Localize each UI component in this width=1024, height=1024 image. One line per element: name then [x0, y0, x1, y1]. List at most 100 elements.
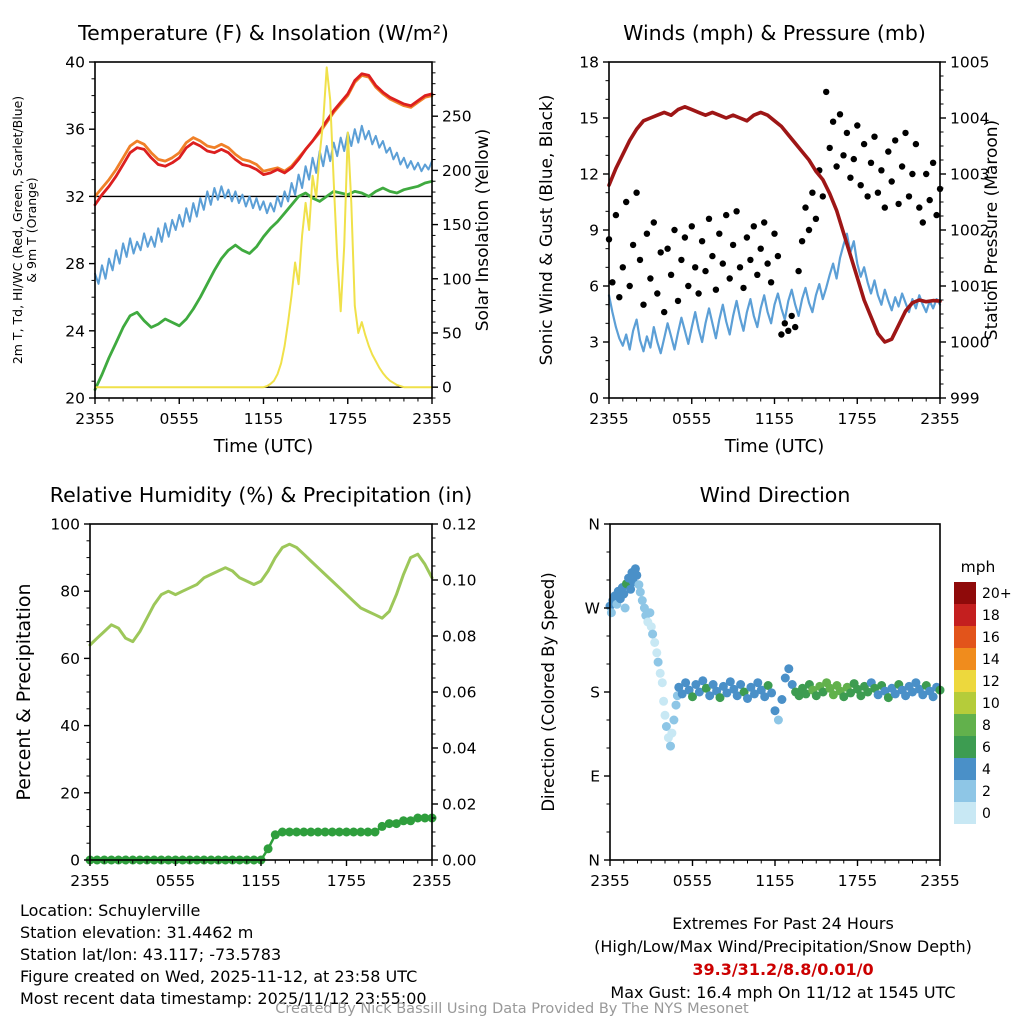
svg-text:2355: 2355 — [70, 872, 109, 890]
temperature-insolation-chart: Temperature (F) & Insolation (W/m²) 2355 0… — [10, 21, 493, 457]
svg-text:2355: 2355 — [75, 410, 114, 428]
svg-text:0.08: 0.08 — [442, 628, 477, 646]
svg-text:24: 24 — [65, 322, 85, 340]
latlon-line: Station lat/lon: 43.117; -73.5783 — [20, 945, 282, 964]
svg-text:28: 28 — [65, 255, 85, 273]
svg-text:1155: 1155 — [244, 410, 283, 428]
svg-text:S: S — [590, 684, 600, 702]
svg-text:3: 3 — [589, 334, 599, 352]
svg-text:32: 32 — [65, 188, 85, 206]
svg-text:2: 2 — [982, 784, 991, 800]
svg-text:40: 40 — [65, 54, 85, 72]
extremes-subtitle: (High/Low/Max Wind/Precipitation/Snow De… — [594, 937, 972, 956]
svg-text:2355: 2355 — [589, 410, 628, 428]
svg-text:Relative Humidity (%) & Precip: Relative Humidity (%) & Precipitation (i… — [50, 483, 472, 507]
svg-text:E: E — [590, 768, 600, 786]
figure-created-line: Figure created on Wed, 2025-11-12, at 23… — [20, 967, 418, 986]
svg-text:N: N — [588, 516, 600, 534]
svg-text:18: 18 — [982, 608, 1000, 624]
svg-text:2m T, Td, HI/WC (Red, Green, S: 2m T, Td, HI/WC (Red, Green, Scarlet/Blu… — [10, 96, 25, 364]
svg-text:1155: 1155 — [241, 872, 280, 890]
svg-text:100: 100 — [442, 270, 472, 288]
svg-text:0.12: 0.12 — [442, 516, 477, 534]
svg-text:0555: 0555 — [156, 872, 195, 890]
svg-text:Percent & Precipitation: Percent & Precipitation — [13, 583, 35, 800]
svg-text:mph: mph — [961, 558, 996, 576]
svg-text:12: 12 — [982, 674, 1000, 690]
location-line: Location: Schuylerville — [20, 901, 201, 920]
svg-text:W: W — [585, 600, 600, 618]
svg-text:0: 0 — [589, 390, 599, 408]
svg-text:999: 999 — [950, 390, 980, 408]
svg-text:1755: 1755 — [328, 410, 367, 428]
svg-text:1755: 1755 — [327, 872, 366, 890]
svg-text:14: 14 — [982, 652, 1000, 668]
extremes-summary: Extremes For Past 24 Hours (High/Low/Max… — [552, 912, 1014, 1004]
svg-text:20+: 20+ — [982, 586, 1012, 602]
svg-text:18: 18 — [579, 54, 599, 72]
svg-text:0.06: 0.06 — [442, 684, 477, 702]
svg-text:Solar Insolation (Yellow): Solar Insolation (Yellow) — [473, 129, 493, 331]
svg-text:Time (UTC): Time (UTC) — [213, 436, 314, 457]
svg-text:Time (UTC): Time (UTC) — [724, 436, 825, 457]
svg-text:36: 36 — [65, 121, 85, 139]
svg-text:0.02: 0.02 — [442, 796, 477, 814]
svg-text:0: 0 — [70, 852, 80, 870]
svg-text:15: 15 — [579, 110, 599, 128]
svg-text:16: 16 — [982, 630, 1000, 646]
svg-text:Station Pressure (Maroon): Station Pressure (Maroon) — [982, 120, 1002, 340]
svg-text:N: N — [588, 852, 600, 870]
svg-text:2355: 2355 — [590, 872, 629, 890]
svg-text:1155: 1155 — [755, 872, 794, 890]
svg-text:0: 0 — [442, 379, 452, 397]
svg-text:6: 6 — [982, 740, 991, 756]
extremes-title: Extremes For Past 24 Hours — [672, 914, 894, 933]
svg-text:200: 200 — [442, 162, 472, 180]
max-gust-line: Max Gust: 16.4 mph On 11/12 at 1545 UTC — [610, 983, 956, 1002]
svg-text:0555: 0555 — [672, 410, 711, 428]
elevation-line: Station elevation: 31.4462 m — [20, 923, 254, 942]
svg-text:1000: 1000 — [950, 334, 989, 352]
svg-text:50: 50 — [442, 324, 462, 342]
svg-text:0555: 0555 — [160, 410, 199, 428]
svg-text:1004: 1004 — [950, 110, 989, 128]
svg-text:250: 250 — [442, 108, 472, 126]
svg-text:1755: 1755 — [838, 410, 877, 428]
svg-text:2355: 2355 — [412, 872, 451, 890]
svg-text:60: 60 — [60, 650, 80, 668]
svg-text:10: 10 — [982, 696, 1000, 712]
svg-text:& 9m T (Orange): & 9m T (Orange) — [24, 177, 39, 282]
svg-text:4: 4 — [982, 762, 991, 778]
svg-text:9: 9 — [589, 222, 599, 240]
svg-text:2355: 2355 — [920, 872, 959, 890]
svg-text:20: 20 — [60, 784, 80, 802]
svg-text:0.04: 0.04 — [442, 740, 477, 758]
data-timestamp-line: Most recent data timestamp: 2025/11/12 2… — [20, 989, 427, 1008]
svg-text:Temperature (F) & Insolation (: Temperature (F) & Insolation (W/m²) — [77, 21, 449, 45]
credit-line: Created By Nick Bassill Using Data Provi… — [275, 1001, 749, 1017]
station-info: Location: Schuylerville Station elevatio… — [20, 900, 427, 1010]
svg-text:Sonic Wind & Gust (Blue, Black: Sonic Wind & Gust (Blue, Black) — [537, 95, 557, 366]
winds-pressure-chart: Winds (mph) & Pressure (mb) 2355 0555 1155 1… — [537, 21, 1002, 457]
svg-text:Winds (mph) & Pressure (mb): Winds (mph) & Pressure (mb) — [623, 21, 926, 45]
svg-text:12: 12 — [579, 166, 599, 184]
svg-text:100: 100 — [50, 516, 80, 534]
svg-text:2355: 2355 — [920, 410, 959, 428]
svg-text:0.10: 0.10 — [442, 572, 477, 590]
extremes-values: 39.3/31.2/8.8/0.01/0 — [692, 960, 874, 979]
svg-text:1005: 1005 — [950, 54, 989, 72]
svg-text:1001: 1001 — [950, 278, 989, 296]
svg-text:0.00: 0.00 — [442, 852, 477, 870]
wind-direction-chart: Wind Direction 2355 0555 1155 1755 2355 N E S W N D… — [539, 483, 1012, 890]
svg-text:2355: 2355 — [412, 410, 451, 428]
svg-text:20: 20 — [65, 390, 85, 408]
svg-text:Wind Direction: Wind Direction — [700, 483, 851, 507]
svg-text:8: 8 — [982, 718, 991, 734]
svg-text:Direction (Colored By Speed): Direction (Colored By Speed) — [539, 572, 558, 811]
svg-text:0: 0 — [982, 806, 991, 822]
svg-text:80: 80 — [60, 583, 80, 601]
svg-text:40: 40 — [60, 717, 80, 735]
svg-text:1755: 1755 — [838, 872, 877, 890]
svg-text:6: 6 — [589, 278, 599, 296]
svg-text:1002: 1002 — [950, 222, 989, 240]
